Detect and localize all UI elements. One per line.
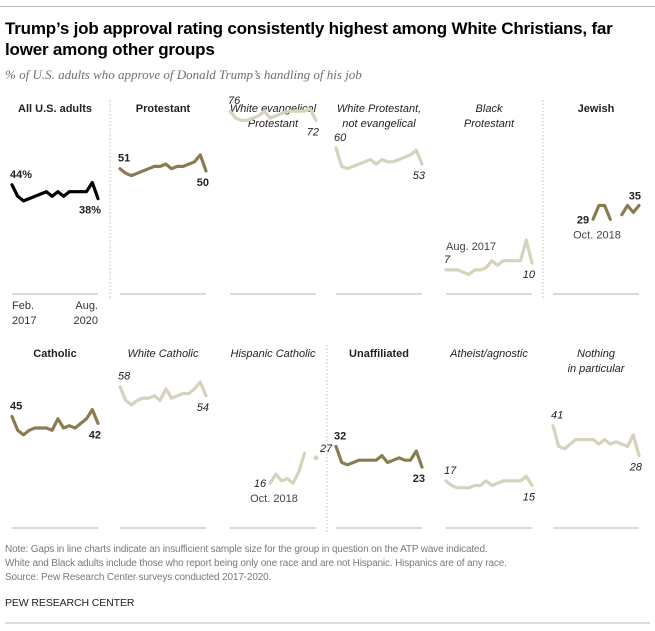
end-value-label: 35 xyxy=(629,191,641,203)
end-value-label: 27 xyxy=(319,443,333,455)
start-value-label: 45 xyxy=(10,401,22,413)
series-line xyxy=(268,451,307,485)
panel-all-u-s-adults: All U.S. adults 44% 38% Feb. 2017 Aug. 2020 xyxy=(10,103,101,327)
panel-black-protestant: Black Protestant 7 10 Aug. 2017 xyxy=(444,103,536,295)
chart-note: Note: Gaps in line charts indicate an in… xyxy=(5,543,650,585)
start-value-label: 17 xyxy=(444,465,457,477)
panel-title: All U.S. adults xyxy=(18,103,92,115)
brand-label: PEW RESEARCH CENTER xyxy=(5,597,135,609)
end-value-label: 23 xyxy=(413,473,425,485)
x-axis-start-label: 2017 xyxy=(12,315,36,327)
panel-title: White evangelical xyxy=(230,103,317,115)
chart-subtitle: % of U.S. adults who approve of Donald T… xyxy=(5,67,362,82)
panel-title: Black xyxy=(476,103,503,115)
end-value-label: 54 xyxy=(197,402,209,414)
start-value-label: 16 xyxy=(254,478,267,490)
panel-title: White Catholic xyxy=(128,348,199,360)
series-line xyxy=(551,424,641,458)
panel-title: Catholic xyxy=(33,348,76,360)
end-value-label: 50 xyxy=(197,177,209,189)
panel-unaffiliated: Unaffiliated 32 23 xyxy=(334,348,425,529)
panel-title: in particular xyxy=(568,363,626,375)
panel-title: Atheist/agnostic xyxy=(449,348,528,360)
panel-white-protestant-not-evangelical: White Protestant, not evangelical 60 53 xyxy=(334,103,426,295)
end-value-label: 42 xyxy=(89,429,101,441)
panel-title: Protestant xyxy=(248,118,299,130)
note-line: White and Black adults include those who… xyxy=(5,558,507,569)
panel-jewish: Jewish 29 35 Oct. 2018 xyxy=(553,103,641,295)
panel-nothing-in-particular: Nothing in particular 41 28 xyxy=(551,348,643,529)
series-line xyxy=(118,380,208,407)
series-line xyxy=(10,180,100,203)
x-axis-end-label: 2020 xyxy=(74,315,98,327)
source-line: Source: Pew Research Center surveys cond… xyxy=(5,572,272,583)
small-multiples-chart: All U.S. adults 44% 38% Feb. 2017 Aug. 2020 Pro… xyxy=(10,95,643,532)
panel-title: White Protestant, xyxy=(337,103,421,115)
panel-title: Protestant xyxy=(136,103,191,115)
panel-catholic: Catholic 45 42 xyxy=(10,348,101,529)
annotation-label: Aug. 2017 xyxy=(446,241,496,253)
series-line xyxy=(444,238,534,277)
series-line xyxy=(444,474,534,490)
panel-title: Jewish xyxy=(578,103,615,115)
series-line xyxy=(591,203,612,221)
start-value-label: 76 xyxy=(228,95,241,107)
panel-hispanic-catholic: Hispanic Catholic 16 27 Oct. 2018 xyxy=(230,348,333,529)
data-point xyxy=(313,455,319,461)
x-axis-start-label: Feb. xyxy=(12,300,34,312)
panel-title: Protestant xyxy=(464,118,515,130)
start-value-label: 58 xyxy=(118,371,131,383)
series-line xyxy=(228,107,318,123)
panel-atheist-agnostic: Atheist/agnostic 17 15 xyxy=(444,348,536,529)
start-value-label: 44% xyxy=(10,169,32,181)
annotation-label: Oct. 2018 xyxy=(250,493,298,505)
x-axis-end-label: Aug. xyxy=(75,300,98,312)
series-line xyxy=(10,408,100,437)
end-value-label: 10 xyxy=(523,269,536,281)
bottom-rule xyxy=(5,622,650,624)
end-value-label: 53 xyxy=(413,170,426,182)
panel-title: Nothing xyxy=(577,348,616,360)
end-value-label: 15 xyxy=(523,492,536,504)
start-value-label: 29 xyxy=(577,214,589,226)
end-value-label: 38% xyxy=(79,205,101,217)
series-line xyxy=(334,444,424,469)
start-value-label: 7 xyxy=(444,254,451,266)
end-value-label: 28 xyxy=(629,462,643,474)
panel-title: Unaffiliated xyxy=(349,348,409,360)
start-value-label: 41 xyxy=(551,410,563,422)
series-line xyxy=(334,146,424,171)
top-rule xyxy=(0,6,655,7)
start-value-label: 32 xyxy=(334,430,346,442)
panel-title: not evangelical xyxy=(342,118,416,130)
chart-title: Trump’s job approval rating consistently… xyxy=(5,19,613,59)
start-value-label: 51 xyxy=(118,153,130,165)
panel-white-evangelical-protestant: White evangelical Protestant 76 72 xyxy=(228,95,319,295)
annotation-label: Oct. 2018 xyxy=(573,229,621,241)
note-line: Note: Gaps in line charts indicate an in… xyxy=(5,544,488,555)
panel-title: Hispanic Catholic xyxy=(231,348,316,360)
start-value-label: 60 xyxy=(334,132,347,144)
series-line xyxy=(620,203,641,217)
panel-white-catholic: White Catholic 58 54 xyxy=(118,348,209,529)
series-line xyxy=(118,153,208,178)
panel-protestant: Protestant 51 50 xyxy=(118,103,209,295)
end-value-label: 72 xyxy=(307,126,319,138)
